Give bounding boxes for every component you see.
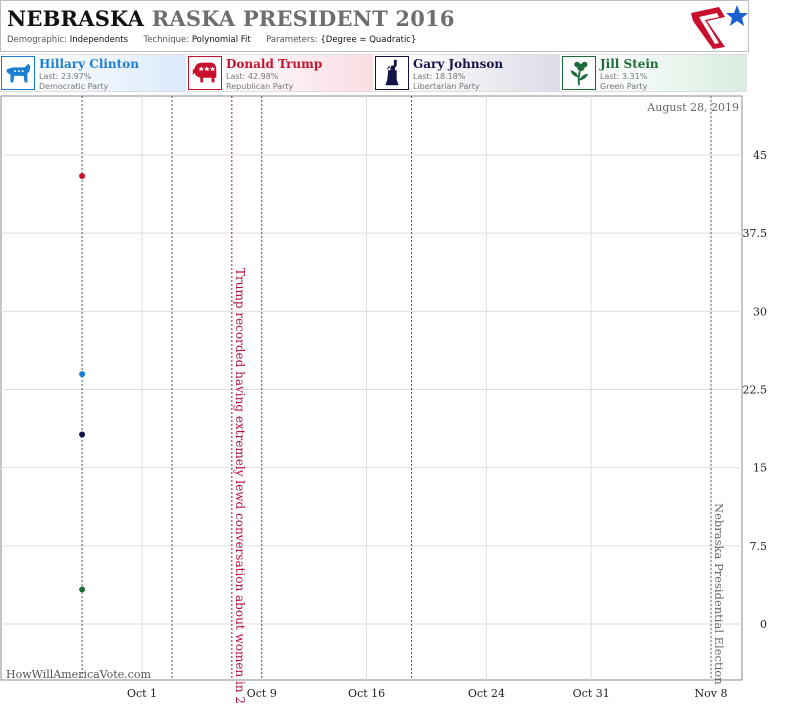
candidate-last-value: Last: 18.18% <box>413 72 466 81</box>
chart-date-label: August 28, 2019 <box>646 101 739 114</box>
title-race: PRESIDENT 2016 <box>242 6 455 31</box>
x-tick-label: Oct 9 <box>247 687 277 700</box>
chart-header: NEBRASKA RASKA PRESIDENT 2016 Demographi… <box>0 0 749 52</box>
title-state-echo: RASKA <box>151 6 236 31</box>
x-tick-label: Oct 1 <box>127 687 157 700</box>
page-title: NEBRASKA RASKA PRESIDENT 2016 <box>7 6 455 31</box>
poll-chart: Trump recorded having extremely lewd con… <box>0 95 768 708</box>
candidate-party: Green Party <box>600 82 648 91</box>
candidate-party: Democratic Party <box>39 82 109 91</box>
event-label: Trump recorded having extremely lewd con… <box>233 268 247 704</box>
candidate-party: Republican Party <box>226 82 294 91</box>
flower-icon <box>562 56 596 90</box>
candidate-card-trump[interactable]: Donald Trump Last: 42.98% Republican Par… <box>187 54 373 92</box>
data-point-gary-johnson <box>79 431 86 438</box>
watermark-text: HowWillAmericaVote.com <box>6 668 151 681</box>
x-tick-label: Oct 24 <box>468 687 505 700</box>
candidate-last-value: Last: 42.98% <box>226 72 279 81</box>
x-tick-label: Nov 8 <box>695 687 728 700</box>
candidate-last-value: Last: 23.97% <box>39 72 92 81</box>
data-point-hillary-clinton <box>79 371 86 378</box>
demographic-value: Independents <box>69 35 129 45</box>
elephant-icon <box>188 56 222 90</box>
technique-value: Polynomial Fit <box>191 35 251 45</box>
candidate-last-value: Last: 3.31% <box>600 72 648 81</box>
candidate-name: Donald Trump <box>226 57 323 71</box>
y-tick-label: 45 <box>753 149 767 162</box>
demographic-label: Demographic: <box>7 35 68 45</box>
y-tick-label: 0 <box>760 618 767 631</box>
data-point-jill-stein <box>79 586 86 593</box>
statue-of-liberty-icon <box>375 56 409 90</box>
y-tick-label: 30 <box>753 305 767 318</box>
candidate-card-clinton[interactable]: Hillary Clinton Last: 23.97% Democratic … <box>0 54 186 92</box>
candidate-name: Gary Johnson <box>413 57 504 71</box>
data-point-donald-trump <box>79 173 86 180</box>
donkey-icon <box>1 56 35 90</box>
candidate-party: Libertarian Party <box>413 82 480 91</box>
site-logo-icon <box>691 5 748 49</box>
candidate-name: Hillary Clinton <box>39 57 139 71</box>
title-state: NEBRASKA <box>7 6 145 31</box>
y-tick-label: 22.5 <box>743 384 768 397</box>
plot-frame <box>0 95 743 681</box>
y-tick-label: 37.5 <box>743 227 768 240</box>
chart-parameters: Demographic: Independents Technique: Pol… <box>7 35 416 45</box>
candidate-card-stein[interactable]: Jill Stein Last: 3.31% Green Party <box>561 54 747 92</box>
y-tick-label: 7.5 <box>750 540 768 553</box>
event-label: Nebraska Presidential Election <box>712 503 726 685</box>
parameters-label: Parameters: <box>266 35 318 45</box>
candidate-card-johnson[interactable]: Gary Johnson Last: 18.18% Libertarian Pa… <box>374 54 560 92</box>
parameters-value: {Degree = Quadratic} <box>320 35 417 45</box>
technique-label: Technique: <box>143 35 190 45</box>
x-tick-label: Oct 31 <box>573 687 610 700</box>
candidate-name: Jill Stein <box>600 57 659 71</box>
chart-area: Trump recorded having extremely lewd con… <box>0 95 789 708</box>
x-tick-label: Oct 16 <box>348 687 385 700</box>
candidate-legend: Hillary Clinton Last: 23.97% Democratic … <box>0 54 789 94</box>
y-tick-label: 15 <box>753 462 767 475</box>
